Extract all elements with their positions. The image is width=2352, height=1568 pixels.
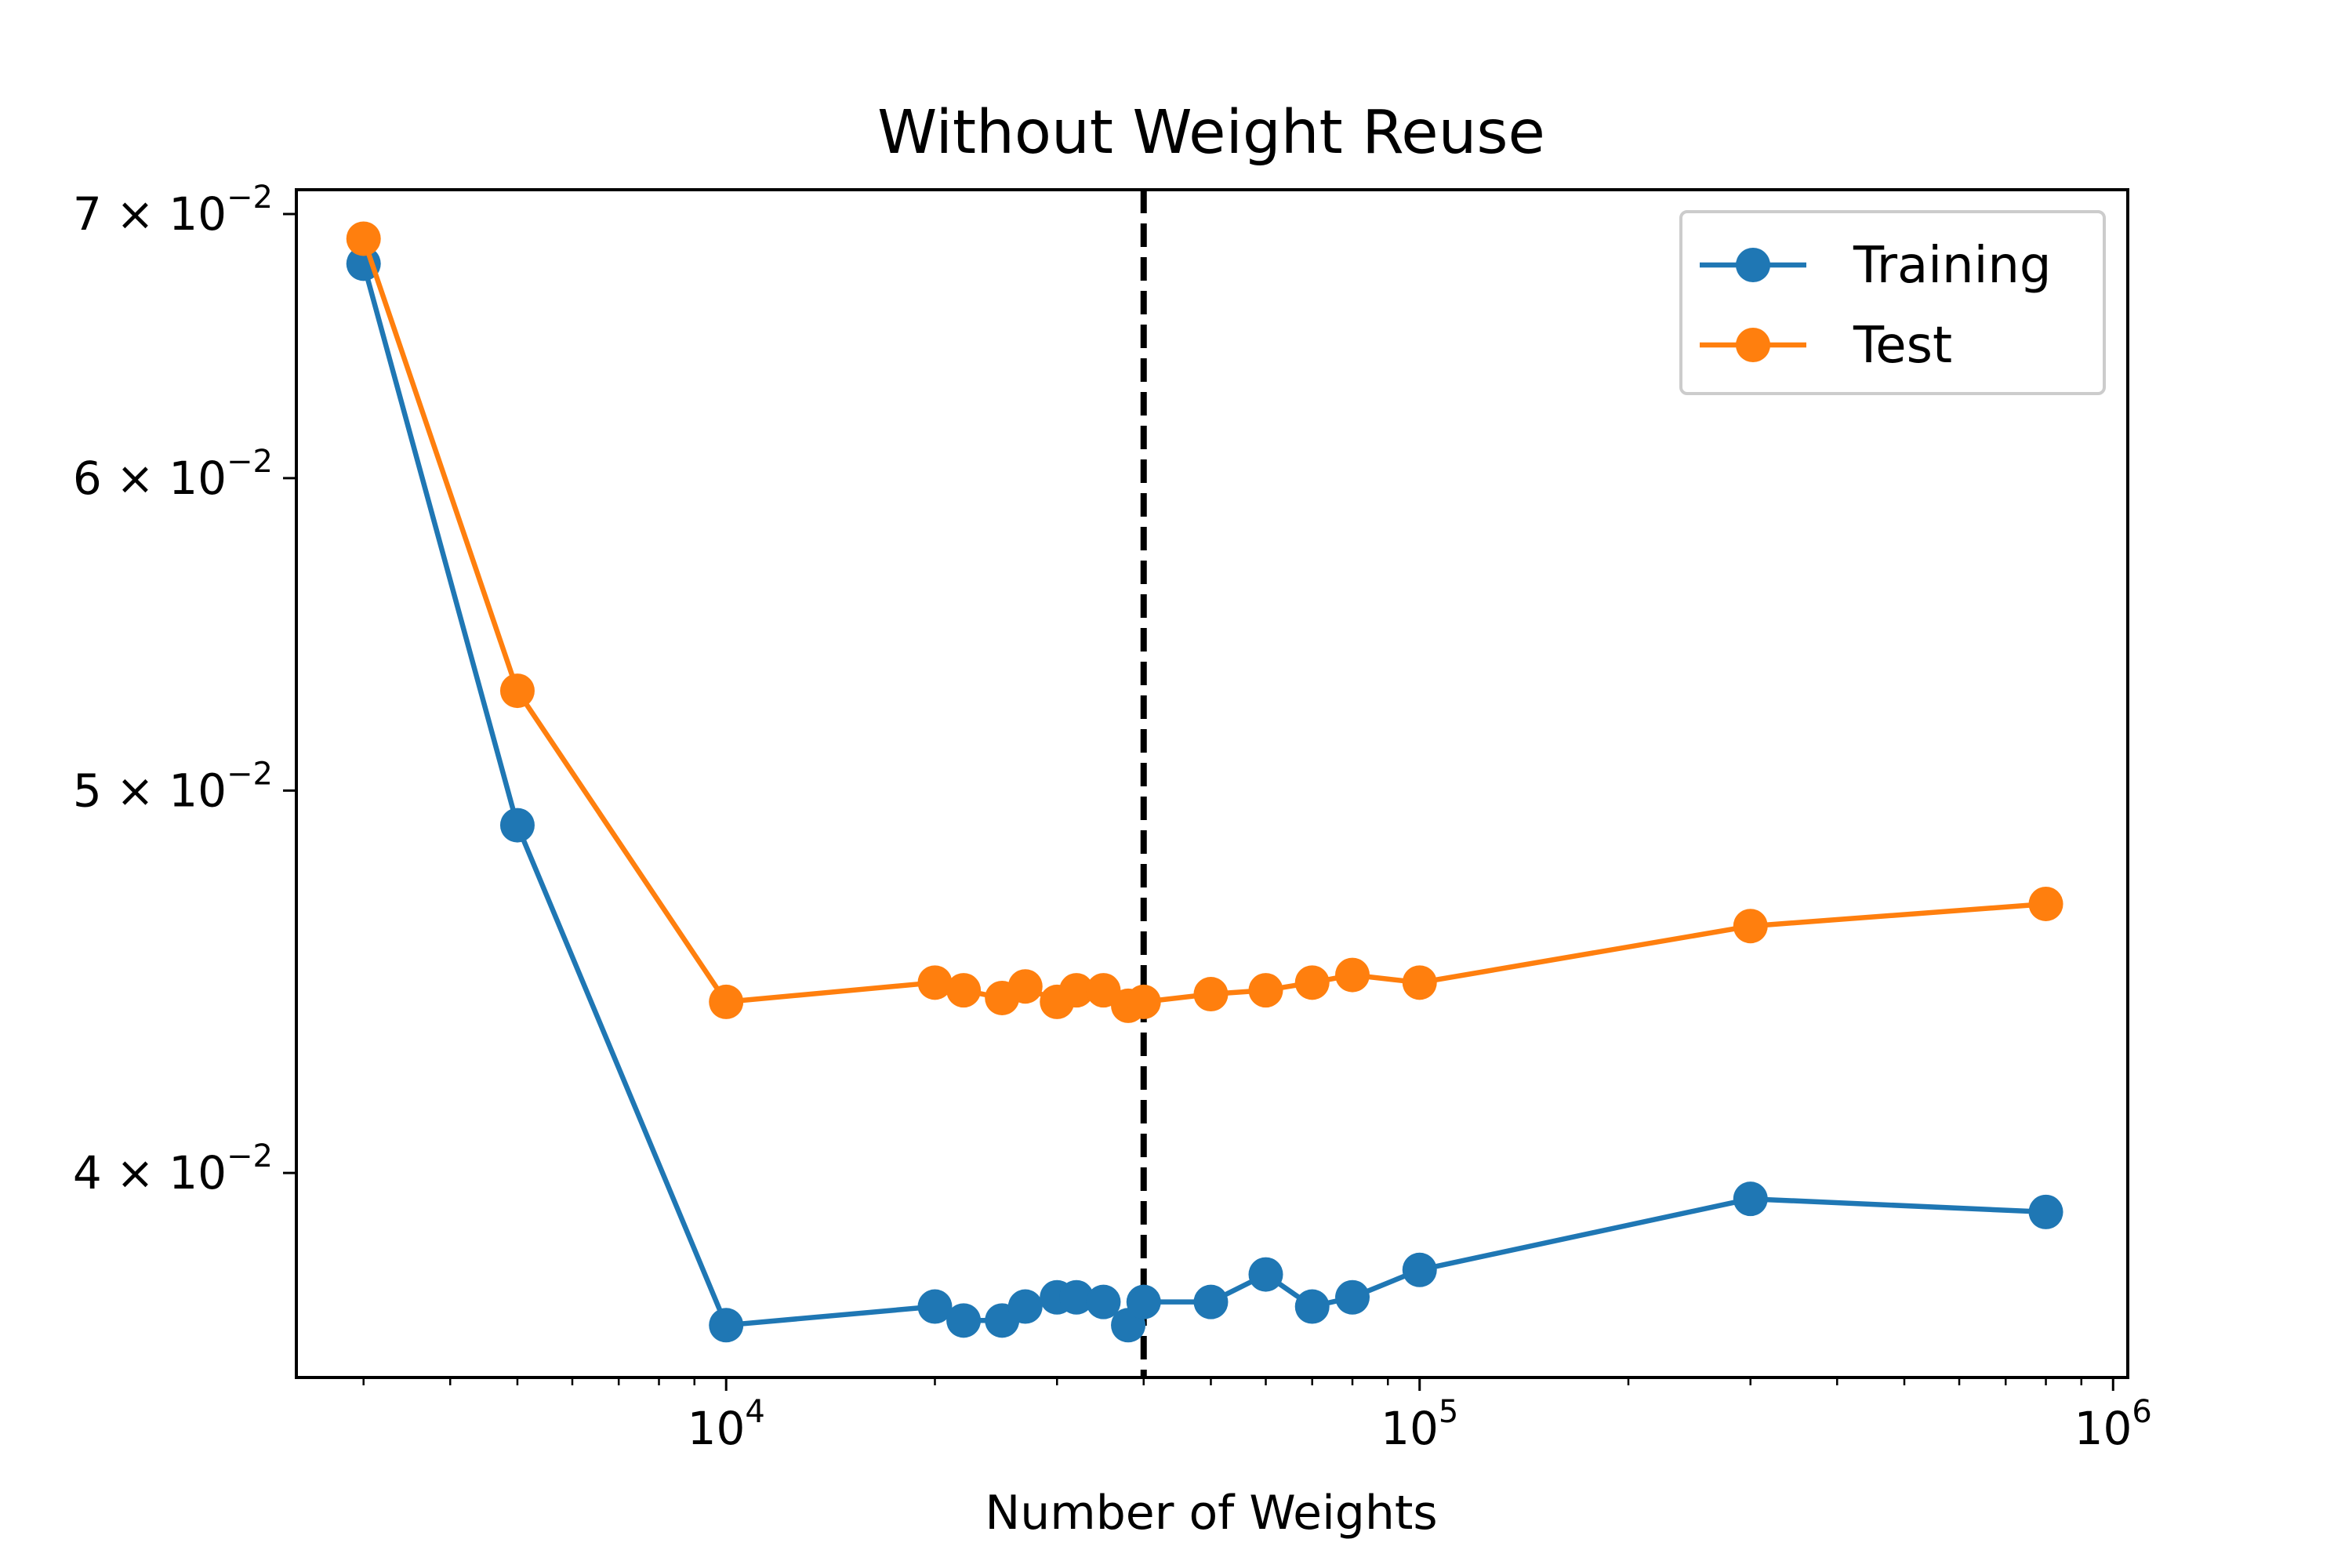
data-point xyxy=(2028,886,2063,921)
data-point xyxy=(709,984,744,1019)
series-test xyxy=(346,221,2063,1023)
data-point xyxy=(946,973,982,1008)
y-tick-label: 7 × 10−2 xyxy=(73,180,273,241)
legend-label: Test xyxy=(1853,317,1952,375)
legend-swatch-marker xyxy=(1736,328,1770,362)
x-axis-label: Number of Weights xyxy=(985,1486,1437,1541)
series-line xyxy=(361,263,2046,1328)
data-point xyxy=(1335,957,1370,993)
data-point xyxy=(1193,1284,1229,1319)
legend-box xyxy=(1679,210,2106,395)
legend-label: Training xyxy=(1853,237,2052,295)
data-point xyxy=(1335,1279,1370,1315)
data-point xyxy=(1059,1279,1094,1315)
data-point xyxy=(917,1289,953,1324)
data-point xyxy=(1086,1284,1121,1319)
data-point xyxy=(1402,965,1437,1000)
data-point xyxy=(1733,1181,1768,1217)
data-point xyxy=(346,221,381,256)
data-point xyxy=(946,1303,982,1338)
data-point xyxy=(499,808,535,843)
data-point xyxy=(1126,1284,1161,1319)
data-point xyxy=(1248,973,1283,1008)
data-point xyxy=(1733,909,1768,944)
legend-swatch-marker xyxy=(1736,248,1770,282)
data-point xyxy=(2028,1194,2063,1229)
data-point xyxy=(1086,973,1121,1008)
chart-title: Without Weight Reuse xyxy=(877,98,1545,168)
data-point xyxy=(346,246,381,281)
data-point xyxy=(1294,965,1330,1000)
data-point xyxy=(1402,1252,1437,1287)
series-training xyxy=(346,246,2063,1343)
data-point xyxy=(917,965,953,1000)
data-point xyxy=(499,673,535,709)
data-point xyxy=(1126,984,1161,1019)
y-tick-label: 4 × 10−2 xyxy=(73,1138,273,1200)
x-tick-label: 105 xyxy=(1381,1394,1458,1455)
data-point xyxy=(1248,1257,1283,1292)
y-tick-label: 6 × 10−2 xyxy=(73,444,273,505)
data-point xyxy=(1059,973,1094,1008)
y-axis: 4 × 10−2 5 × 10−2 6 × 10−2 7 × 10−2 xyxy=(73,180,296,1200)
y-tick-label: 5 × 10−2 xyxy=(73,756,273,817)
legend: Training Test xyxy=(1679,210,2106,395)
data-point xyxy=(1294,1289,1330,1324)
x-axis: 104 105 106 xyxy=(362,1377,2152,1455)
data-point xyxy=(1007,969,1043,1004)
plot-frame xyxy=(295,188,2129,1379)
data-point xyxy=(1193,977,1229,1012)
series-layer xyxy=(346,221,2063,1343)
data-point xyxy=(1007,1289,1043,1324)
data-point xyxy=(709,1308,744,1343)
x-tick-label: 106 xyxy=(2074,1394,2152,1455)
x-tick-label: 104 xyxy=(688,1394,765,1455)
